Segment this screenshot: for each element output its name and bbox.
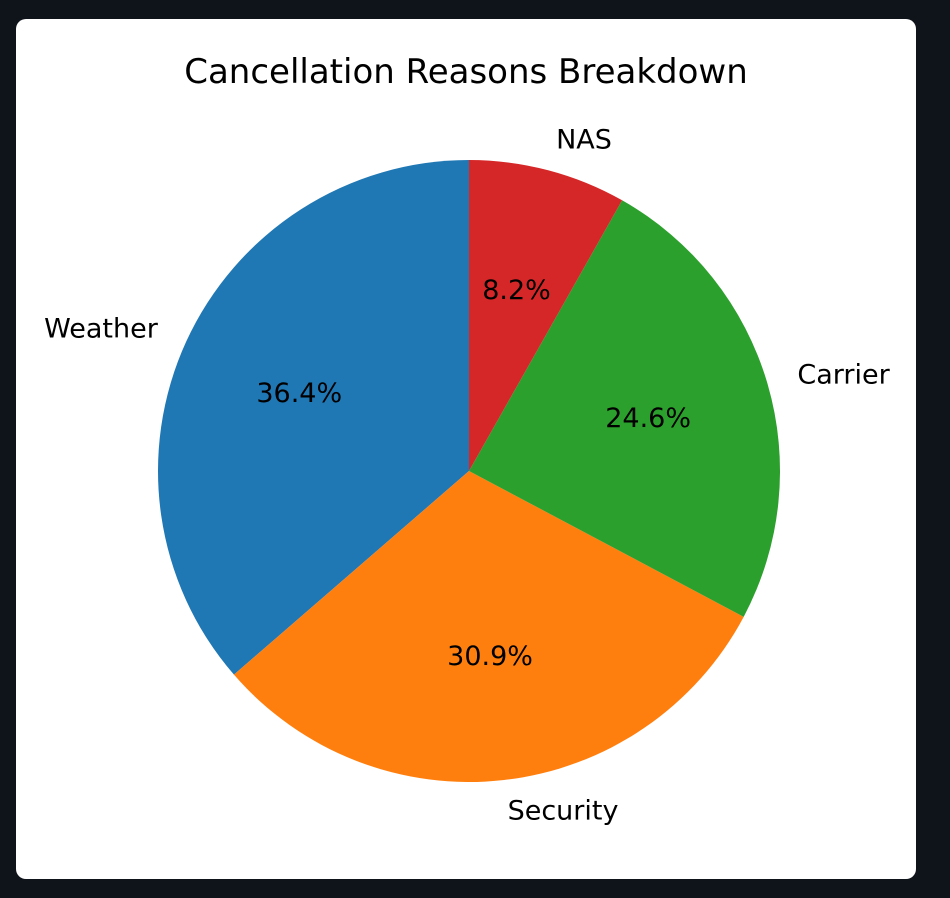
chart-title: Cancellation Reasons Breakdown [184, 52, 748, 92]
slice-label-carrier: Carrier [797, 360, 890, 391]
pie-slice-carrier [469, 200, 780, 617]
pie-slice-security [233, 471, 744, 782]
pct-label-weather: 36.4% [256, 378, 342, 409]
pct-label-security: 30.9% [447, 641, 533, 672]
slice-label-weather: Weather [44, 313, 159, 344]
pie-slice-weather [158, 160, 469, 675]
slice-label-nas: NAS [556, 125, 612, 156]
pct-label-carrier: 24.6% [605, 403, 691, 434]
pie-slice-nas [469, 160, 623, 471]
pct-label-nas: 8.2% [482, 275, 551, 306]
slice-label-security: Security [508, 795, 619, 826]
